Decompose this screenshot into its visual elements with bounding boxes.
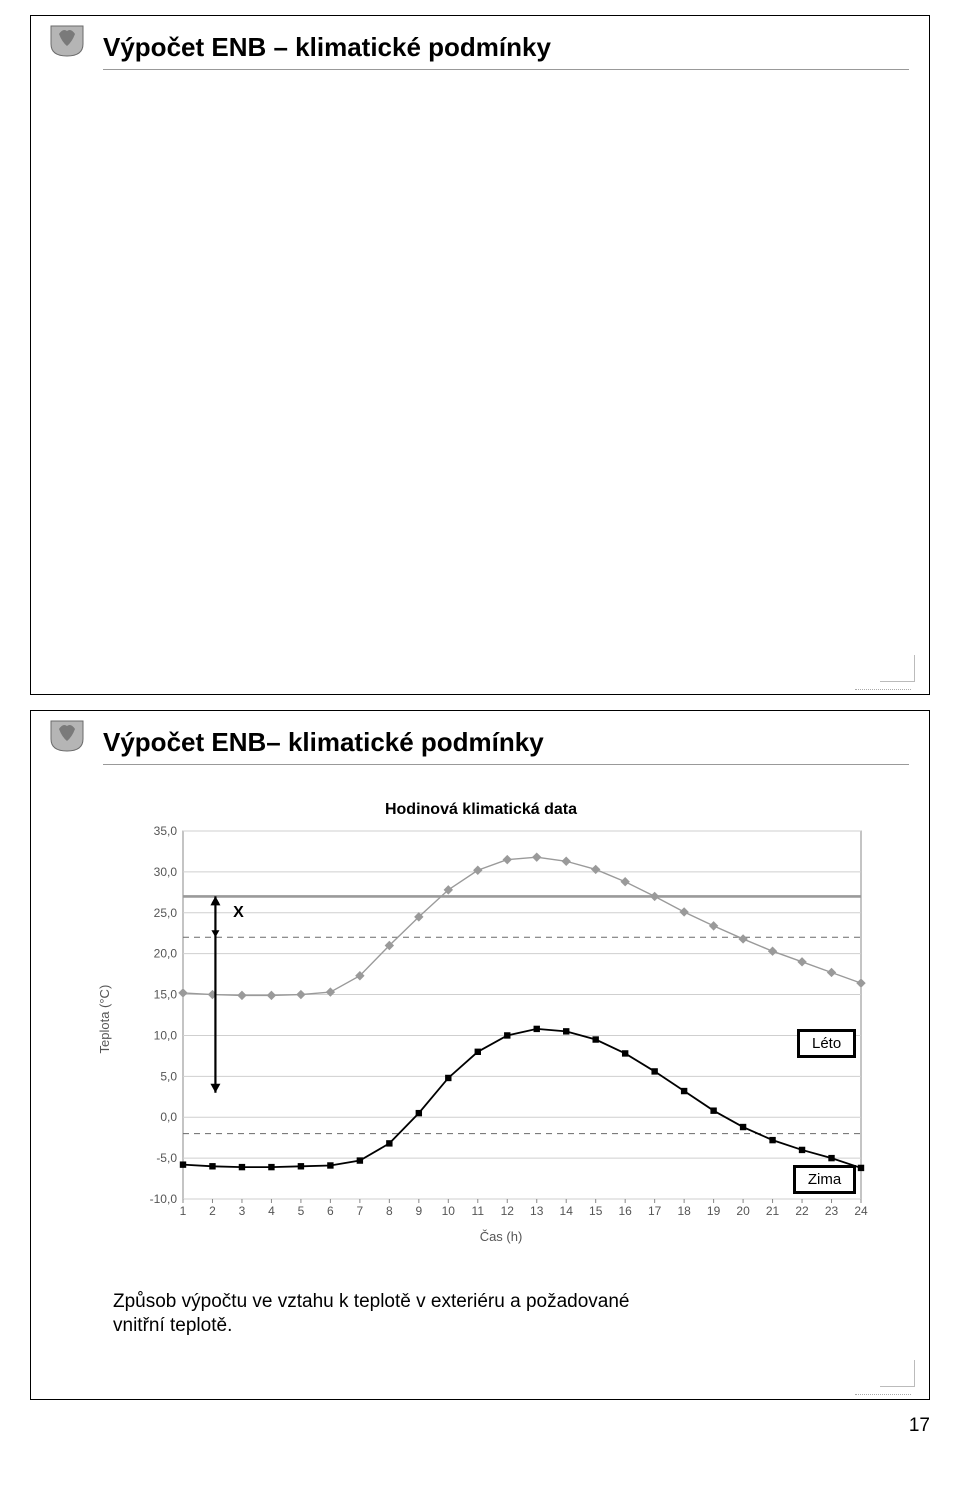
legend-label: Zima <box>808 1171 841 1188</box>
svg-text:30,0: 30,0 <box>154 865 178 879</box>
svg-text:12: 12 <box>501 1204 515 1218</box>
svg-text:5: 5 <box>298 1204 305 1218</box>
svg-text:1: 1 <box>180 1204 187 1218</box>
chart-svg: -10,0 -5,0 0,0 5,0 10,0 15,0 20,0 25,0 30,0 35,0 1… <box>131 825 871 1225</box>
chart-container: Hodinová klimatická data Teplota (°C) -1… <box>91 801 871 1271</box>
svg-text:-10,0: -10,0 <box>150 1192 178 1206</box>
svg-text:6: 6 <box>327 1204 334 1218</box>
svg-text:3: 3 <box>239 1204 246 1218</box>
svg-text:35,0: 35,0 <box>154 825 178 838</box>
svg-text:15: 15 <box>589 1204 603 1218</box>
svg-text:4: 4 <box>268 1204 275 1218</box>
svg-text:2: 2 <box>209 1204 216 1218</box>
svg-text:-5,0: -5,0 <box>156 1151 177 1165</box>
legend-leto: Léto <box>797 1029 856 1058</box>
svg-text:17: 17 <box>648 1204 662 1218</box>
svg-text:24: 24 <box>854 1204 868 1218</box>
title-bar: Výpočet ENB – klimatické podmínky <box>103 32 909 70</box>
svg-text:5,0: 5,0 <box>160 1069 177 1083</box>
svg-text:18: 18 <box>677 1204 691 1218</box>
svg-text:0,0: 0,0 <box>160 1110 177 1124</box>
plot-area: -10,0 -5,0 0,0 5,0 10,0 15,0 20,0 25,0 30,0 35,0 1… <box>131 825 871 1225</box>
svg-text:14: 14 <box>560 1204 574 1218</box>
page-number: 17 <box>30 1415 930 1437</box>
slide-title: Výpočet ENB– klimatické podmínky <box>103 727 909 758</box>
corner-decoration <box>880 655 915 682</box>
dots-decoration <box>855 1394 911 1395</box>
slide-1: Výpočet ENB – klimatické podmínky <box>30 15 930 695</box>
svg-text:13: 13 <box>530 1204 544 1218</box>
svg-text:10: 10 <box>442 1204 456 1218</box>
svg-text:9: 9 <box>415 1204 422 1218</box>
svg-text:10,0: 10,0 <box>154 1028 178 1042</box>
svg-text:23: 23 <box>825 1204 839 1218</box>
svg-text:20,0: 20,0 <box>154 947 178 961</box>
y-axis-label: Teplota (°C) <box>97 985 112 1054</box>
svg-text:21: 21 <box>766 1204 780 1218</box>
svg-text:7: 7 <box>357 1204 364 1218</box>
crest-icon <box>49 24 85 58</box>
caption-text: Způsob výpočtu ve vztahu k teplotě v ext… <box>113 1290 673 1339</box>
svg-text:20: 20 <box>736 1204 750 1218</box>
svg-text:11: 11 <box>472 1204 485 1218</box>
chart-title: Hodinová klimatická data <box>91 801 871 819</box>
legend-label: Léto <box>812 1035 841 1052</box>
corner-decoration <box>880 1360 915 1387</box>
slide-title: Výpočet ENB – klimatické podmínky <box>103 32 909 63</box>
svg-text:19: 19 <box>707 1204 721 1218</box>
legend-zima: Zima <box>793 1165 856 1194</box>
title-bar: Výpočet ENB– klimatické podmínky <box>103 727 909 765</box>
svg-text:25,0: 25,0 <box>154 906 178 920</box>
svg-text:15,0: 15,0 <box>154 988 178 1002</box>
x-axis-label: Čas (h) <box>131 1229 871 1244</box>
crest-icon <box>49 719 85 753</box>
dots-decoration <box>855 689 911 690</box>
svg-text:16: 16 <box>618 1204 632 1218</box>
svg-text:X: X <box>233 904 244 921</box>
svg-text:22: 22 <box>795 1204 809 1218</box>
slide-2: Výpočet ENB– klimatické podmínky Hodinov… <box>30 710 930 1400</box>
svg-text:8: 8 <box>386 1204 393 1218</box>
